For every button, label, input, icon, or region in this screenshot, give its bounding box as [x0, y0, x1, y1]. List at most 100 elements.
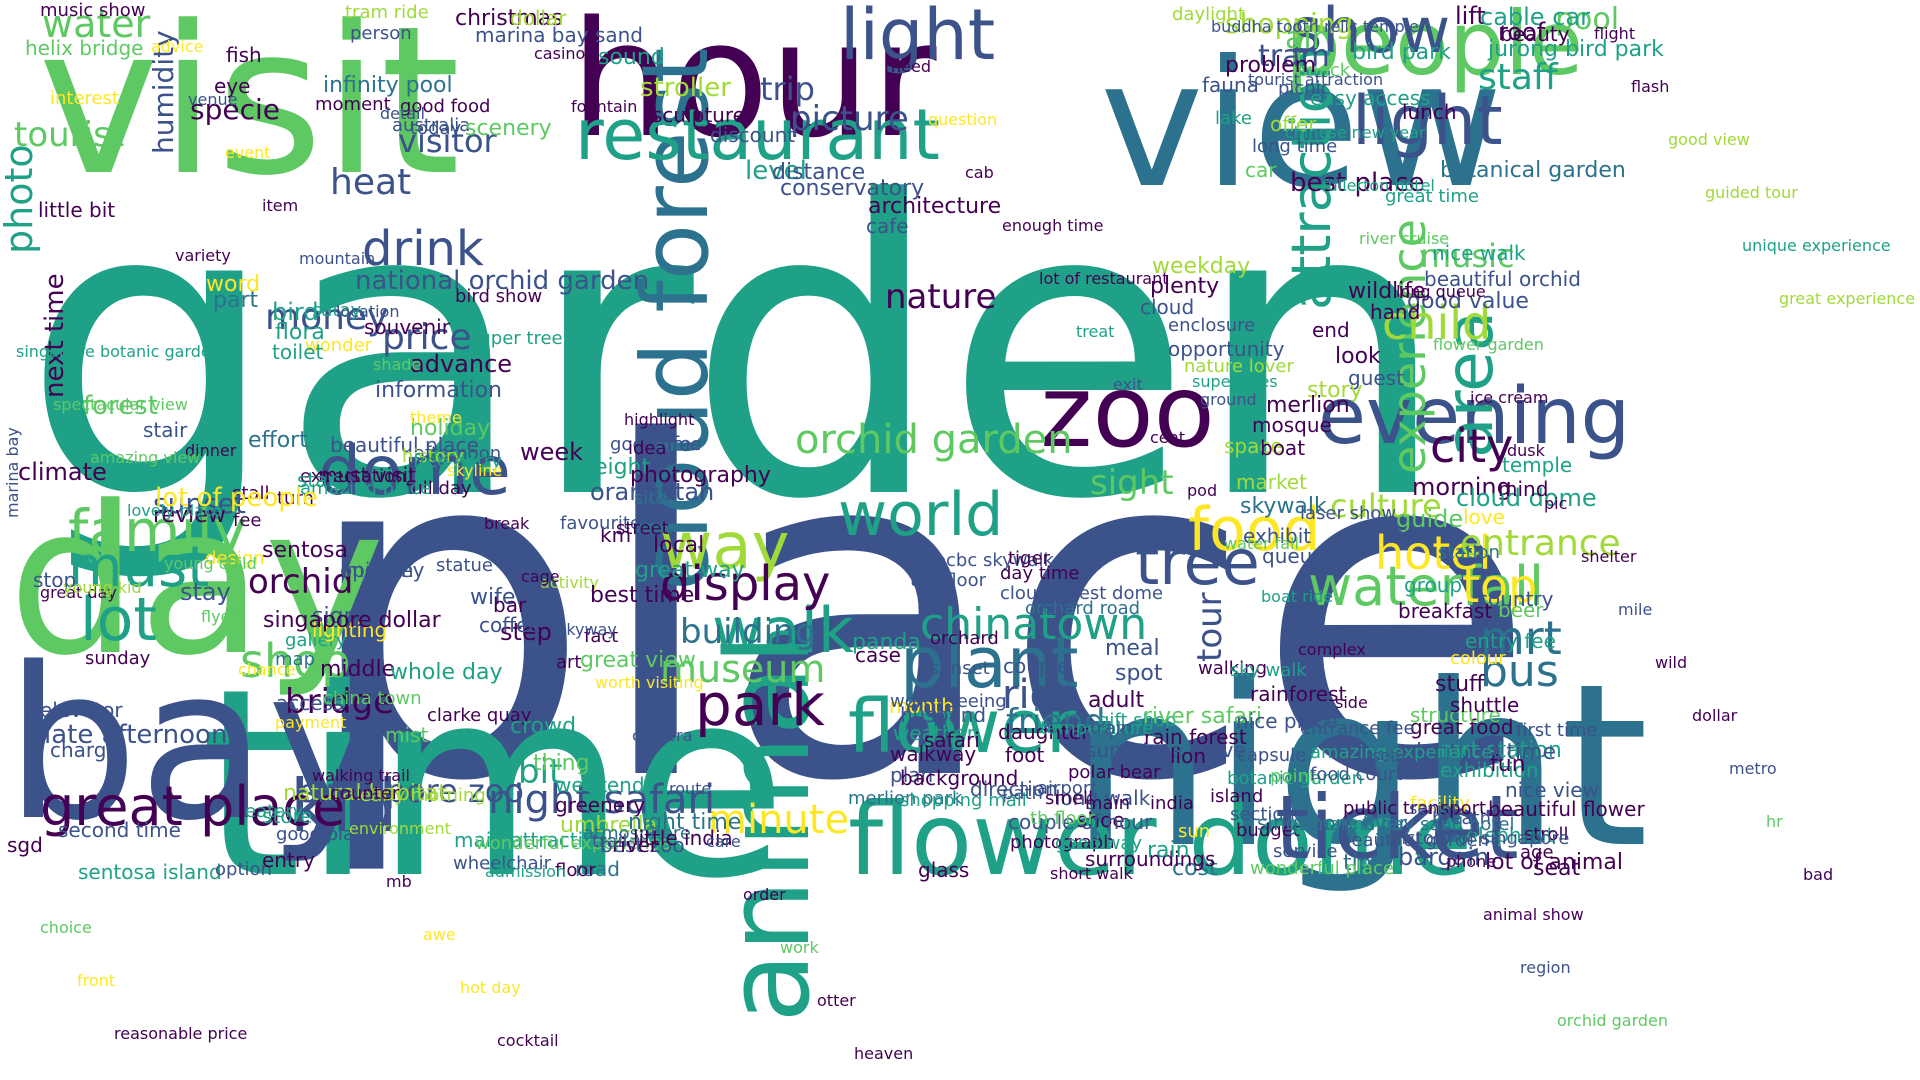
word-turn: turn [277, 488, 314, 509]
word-charge: charge [50, 738, 119, 762]
word-map: map [275, 649, 315, 670]
word-opinion: opinion [340, 558, 414, 582]
word-mosque: mosque [1252, 413, 1332, 437]
word-night-time: night time [628, 810, 742, 835]
word-specie: specie [190, 93, 280, 126]
word-little-india: little india [633, 826, 733, 850]
word-breath: breath [1432, 808, 1492, 829]
word-roof: roof [1498, 18, 1546, 46]
word-sentosa-island: sentosa island [78, 860, 222, 884]
word-week: week [520, 438, 584, 466]
word-shelter: shelter [1581, 547, 1637, 566]
word-hotel: hotel [1375, 526, 1492, 580]
word-lovely-place: lovely place [127, 501, 223, 520]
word-sunday: sunday [85, 648, 151, 669]
word-visit: visit [38, 0, 461, 221]
word-fullerton-hotel: fullerton hotel [1322, 176, 1435, 195]
word-country: country [1477, 587, 1554, 611]
word-river-safari: river safari [1143, 704, 1263, 729]
word-airport: airport [1037, 778, 1098, 799]
word-music-show: music show [40, 0, 146, 21]
word-chinatown: chinatown [920, 599, 1148, 650]
word-spot: spot [1115, 661, 1163, 686]
word-love: love [1463, 505, 1505, 529]
word-ground: ground [1200, 390, 1257, 409]
word-stay: stay [180, 578, 231, 606]
word-eye: eye [214, 74, 251, 98]
word-tip: tip [1343, 851, 1372, 876]
word-scenery: scenery [465, 116, 552, 141]
word-advance: advance [410, 350, 513, 378]
word-young-child: young child [164, 554, 257, 573]
word-hr: hr [1766, 812, 1783, 831]
word-worth-seeing: worth seeing [890, 691, 1007, 712]
word-guest: guest [1348, 366, 1404, 390]
word-building: building [680, 612, 817, 652]
word-stroll: stroll [1524, 824, 1569, 845]
word-location: location [336, 302, 400, 321]
word-great-view: great view [580, 648, 696, 673]
word-bad: bad [1803, 865, 1834, 884]
word-orchard-road: orchard road [1025, 598, 1141, 619]
word-capsule: capsule [1237, 745, 1307, 766]
word-cloud-forest-dome: cloud forest dome [1000, 583, 1164, 604]
word-dollar: dollar [510, 6, 567, 30]
word-store: store [262, 804, 313, 828]
word-otter: otter [817, 991, 856, 1010]
word-cocktail: cocktail [497, 1031, 559, 1050]
word-late-afternoon: late afternoon [44, 720, 228, 750]
word-time: time [200, 634, 788, 936]
word-atmosphere: atmosphere [583, 823, 691, 844]
word-top: top [1462, 559, 1538, 613]
word-height: height [580, 455, 651, 480]
word-sunset: sunset [153, 487, 246, 520]
word-ticket: ticket [1275, 776, 1519, 879]
word-daughter: daughter [998, 720, 1090, 744]
word-toilet: toilet [272, 340, 324, 364]
word-orchid: orchid [248, 562, 354, 602]
word-detail: detail [380, 104, 425, 123]
word-day: day [8, 463, 386, 701]
word-national-orchid-garden: national orchid garden [355, 266, 650, 296]
word-bit: bit [518, 752, 563, 792]
word-long-time: long time [1252, 136, 1338, 157]
word-direction: direction [970, 777, 1058, 801]
word-casino: casino [534, 44, 586, 63]
word-tree: tree [1135, 526, 1260, 599]
word-front: front [77, 971, 116, 990]
word-museum: museum [660, 647, 826, 691]
word-cloud: cloud [1140, 295, 1195, 319]
word-mountain: mountain [299, 249, 376, 268]
word-hot-day: hot day [460, 978, 521, 997]
word-water: water [42, 2, 151, 46]
word-sight: sight [1090, 463, 1174, 503]
word-supertrees: supertrees [1192, 372, 1278, 391]
word-venue: venue [188, 90, 238, 109]
word-supertree-grove: supertree grove [1086, 738, 1246, 762]
word-jurong-bird-park: jurong bird park [1488, 37, 1664, 62]
word-guide: guide [1396, 505, 1464, 533]
word-entrance-fee: entrance fee [1300, 718, 1415, 739]
word-age: age [1520, 842, 1554, 863]
word-infinity-pool: infinity pool [323, 73, 453, 98]
word-money: money [265, 297, 389, 338]
word-amazing-place: amazing place [300, 478, 432, 499]
word-crowd: crowd [510, 714, 577, 739]
word-elevator: elevator [40, 698, 123, 722]
word-zoo: zoo [1040, 353, 1215, 470]
word-section: section [1230, 804, 1295, 825]
word-main: main [1085, 793, 1130, 814]
word-shopping-mall: shopping mall [900, 790, 1027, 811]
word-young-kid: young kid [63, 578, 142, 597]
word-animal-show: animal show [1483, 905, 1584, 924]
word-exhibition: exhibition [1440, 758, 1539, 782]
word-island: island [1210, 786, 1264, 807]
word-bird-park: bird park [1352, 40, 1451, 65]
word-spectacular-view: spectacular view [53, 395, 188, 414]
word-bird-show: bird show [455, 286, 543, 307]
word-walking: walking [1198, 658, 1268, 679]
word-information: information [375, 378, 502, 403]
word-bar: bar [493, 593, 527, 617]
word-good-value: good value [1407, 289, 1529, 314]
word-rain-forest: rain forest [1144, 725, 1247, 749]
